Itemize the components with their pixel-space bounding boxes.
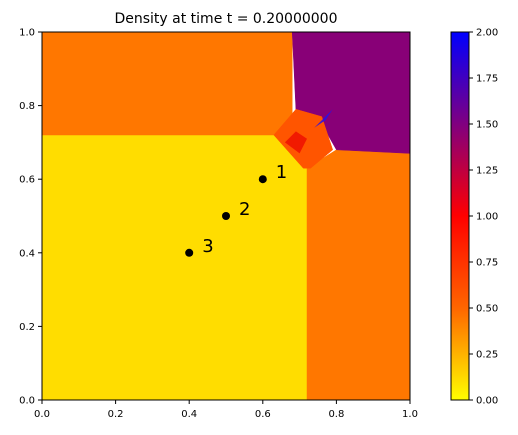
probe-label-2: 2	[239, 199, 250, 220]
y-axis: 0.0 0.2 0.4 0.6 0.8 1.0	[19, 28, 42, 407]
region-lower-right	[306, 149, 410, 400]
colorbar-axis: 0.00 0.25 0.50 0.75 1.00 1.25 1.50 1.75 2.00	[469, 28, 498, 407]
y-tick-label: 1.0	[19, 28, 35, 39]
probe-point-3	[185, 248, 194, 257]
colorbar-tick-label: 1.50	[476, 120, 498, 131]
x-tick-label: 1.0	[402, 409, 418, 420]
region-upper-left	[42, 32, 293, 136]
y-tick-label: 0.0	[19, 396, 35, 407]
colorbar-tick-label: 1.25	[476, 166, 498, 177]
colorbar-tick-label: 0.25	[476, 350, 498, 361]
colorbar	[450, 31, 470, 401]
chart-title: Density at time t = 0.20000000	[114, 11, 337, 27]
region-lower-left	[42, 134, 308, 400]
plot-frame	[41, 31, 411, 401]
colorbar-tick-label: 2.00	[476, 28, 498, 39]
colorbar-tick-label: 1.00	[476, 212, 498, 223]
probe-point-2	[222, 212, 230, 220]
x-tick-label: 0.4	[181, 409, 197, 420]
x-tick-label: 0.2	[108, 409, 124, 420]
colorbar-tick-label: 0.50	[476, 304, 498, 315]
feature-red-core	[284, 131, 307, 154]
y-tick-label: 0.6	[19, 175, 35, 186]
feature-blue-jet	[314, 109, 333, 128]
y-tick-label: 0.4	[19, 248, 35, 259]
y-tick-label: 0.2	[19, 322, 35, 333]
colorbar-tick-label: 0.00	[476, 396, 498, 407]
x-tick-label: 0.0	[34, 409, 50, 420]
colorbar-tick-label: 0.75	[476, 258, 498, 269]
x-tick-label: 0.8	[328, 409, 344, 420]
x-tick-label: 0.6	[255, 409, 271, 420]
probe-label-1: 1	[276, 162, 287, 183]
probe-point-1	[258, 175, 267, 184]
colorbar-tick-label: 1.75	[476, 74, 498, 85]
y-tick-label: 0.8	[19, 101, 35, 112]
probe-points: 1 2 3	[185, 162, 287, 257]
density-regions	[42, 32, 410, 400]
flow-features	[284, 109, 333, 154]
probe-label-3: 3	[202, 236, 213, 257]
x-axis: 0.0 0.2 0.4 0.6 0.8 1.0	[34, 400, 418, 420]
